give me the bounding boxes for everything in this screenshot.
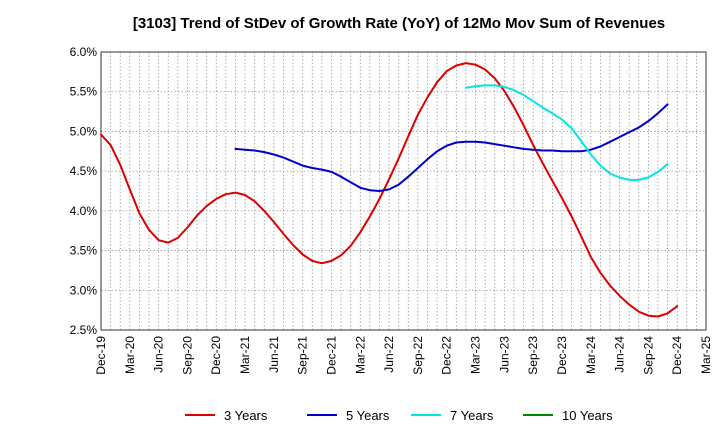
y-tick-label: 4.0% [70,204,98,218]
x-tick-label: Jun-20 [152,336,166,373]
y-tick-label: 4.5% [70,164,98,178]
x-tick-label: Dec-24 [670,336,684,375]
x-tick-label: Sep-21 [296,336,310,375]
x-tick-label: Jun-23 [497,336,511,373]
x-tick-label: Sep-23 [526,336,540,375]
x-tick-label: Jun-24 [613,336,627,373]
x-tick-label: Mar-22 [353,336,367,374]
plot-frame [100,51,707,331]
x-tick-label: Sep-20 [180,336,194,375]
y-tick-label: 2.5% [70,323,98,337]
series-lines [100,62,679,318]
x-tick-label: Mar-21 [238,336,252,374]
x-tick-label: Mar-23 [469,336,483,374]
x-tick-label: Sep-24 [641,336,655,375]
y-tick-label: 3.5% [70,244,98,258]
x-tick-label: Jun-22 [382,336,396,373]
series-line-3-years [100,62,679,318]
x-tick-label: Mar-25 [699,336,713,374]
legend-label-3-years: 3 Years [224,408,268,423]
chart-title: [3103] Trend of StDev of Growth Rate (Yo… [133,15,665,32]
x-tick-label: Sep-22 [411,336,425,375]
y-tick-label: 6.0% [70,45,98,59]
x-tick-label: Dec-20 [209,336,223,375]
y-tick-label: 3.0% [70,283,98,297]
x-tick-label: Dec-21 [324,336,338,375]
legend-label-5-years: 5 Years [346,408,390,423]
legend-label-10-years: 10 Years [562,408,613,423]
series-line-7-years [464,84,669,181]
x-tick-label: Mar-24 [584,336,598,374]
series-line-5-years [234,103,669,192]
y-tick-label: 5.0% [70,124,98,138]
grid [101,52,706,330]
x-tick-label: Dec-22 [440,336,454,375]
x-tick-label: Jun-21 [267,336,281,373]
legend: 3 Years 5 Years 7 Years 10 Years [185,408,613,423]
x-tick-label: Dec-19 [94,336,108,375]
y-tick-label: 5.5% [70,85,98,99]
x-tick-label: Mar-20 [123,336,137,374]
axes: 2.5% 3.0% 3.5% 4.0% 4.5% 5.0% 5.5% 6.0% Dec-19 Ma… [70,45,713,375]
plot-area [101,52,706,330]
x-tick-label: Dec-23 [555,336,569,375]
legend-label-7-years: 7 Years [450,408,494,423]
